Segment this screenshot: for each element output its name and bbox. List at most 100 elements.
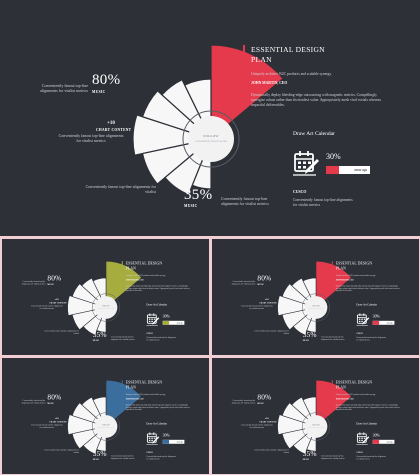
calendar-percent: 30% xyxy=(372,313,380,319)
plus-text: Conveniently fanout top-line alignments … xyxy=(240,304,273,310)
center-label: CUSCO xyxy=(146,451,153,454)
plus-text: Conveniently fanout top-line alignments … xyxy=(30,423,63,429)
bottom-text: Conveniently fanout top-line alignments … xyxy=(110,454,135,460)
progress-bar: www.ugs xyxy=(372,439,395,444)
center-text: Conveniently fanout top-line alignments … xyxy=(146,336,176,341)
title-line-1: ESSENTIAL DESIGN xyxy=(125,261,163,266)
petal-1 xyxy=(67,295,108,316)
calendar-title: Draw Art Calendar xyxy=(356,303,378,307)
author: JOHN MARTIN, CEO xyxy=(251,81,288,85)
subtitle: Uniquely architect B2C products and scal… xyxy=(335,274,376,277)
percent-top: 80% xyxy=(257,274,272,283)
percent-top: 80% xyxy=(47,274,62,283)
outer-ring xyxy=(91,293,121,322)
progress-fill xyxy=(372,320,380,325)
title-line-2: PLAN xyxy=(125,265,136,271)
top-text: Conveniently fanout top-line alignments … xyxy=(21,398,46,404)
left-bottom-text: Conveniently fanout top-line alignments … xyxy=(254,329,289,335)
progress-label: www.ugs xyxy=(176,440,183,443)
top-text: Conveniently fanout top-line alignments … xyxy=(231,398,256,404)
plus-label: CHART CONTENT xyxy=(259,421,277,424)
progress-bar: www.ugs xyxy=(326,166,370,174)
center-circle xyxy=(188,116,234,162)
author: JOHN MARTIN, CEO xyxy=(125,397,144,400)
petal-accent xyxy=(315,379,352,428)
outer-ring xyxy=(182,110,240,168)
progress-bar: www.ugs xyxy=(162,320,185,325)
title-line-1: ESSENTIAL DESIGN xyxy=(251,45,325,54)
slide-thumbnail-blue[interactable]: FOLLOW Conveniently fanout top-line 80% … xyxy=(2,358,209,474)
top-label: MUSIC xyxy=(47,402,54,405)
bottom-text: Conveniently fanout top-line alignments … xyxy=(320,454,345,460)
center-text: Conveniently fanout top-line alignments … xyxy=(146,455,176,460)
outer-ring xyxy=(91,412,121,441)
slide-main[interactable]: FOLLOW Conveniently fanout top-line 80% … xyxy=(0,0,420,236)
percent-top: 80% xyxy=(47,393,62,402)
title-line-1: ESSENTIAL DESIGN xyxy=(335,261,373,266)
percent-bottom: 35% xyxy=(92,450,107,459)
center-circle xyxy=(304,296,328,319)
author: JOHN MARTIN, CEO xyxy=(335,397,354,400)
progress-label: www.ugs xyxy=(354,167,367,172)
bottom-label: MUSIC xyxy=(302,458,310,461)
petal-1 xyxy=(67,414,108,435)
author: JOHN MARTIN, CEO xyxy=(125,278,144,281)
center-label: CUSCO xyxy=(146,332,153,335)
center-follow-text: Conveniently fanout top-line xyxy=(98,308,114,310)
bottom-label: MUSIC xyxy=(302,339,310,342)
plus-value: +10 xyxy=(264,417,269,421)
body-paragraph: Dynamically deploy bleeding-edge outsour… xyxy=(125,403,190,411)
calendar-title: Draw Art Calendar xyxy=(356,422,378,426)
body-paragraph: Dynamically deploy bleeding-edge outsour… xyxy=(125,284,190,292)
radial-fan-chart xyxy=(67,260,142,336)
title-accent-bar xyxy=(331,261,333,272)
bottom-text: Conveniently fanout top-line alignments … xyxy=(320,335,345,341)
bottom-label: MUSIC xyxy=(92,458,100,461)
bottom-label: MUSIC xyxy=(92,339,100,342)
progress-fill xyxy=(162,439,170,444)
title-line-2: PLAN xyxy=(335,265,346,271)
plus-value: +10 xyxy=(107,121,115,126)
plus-text: Conveniently fanout top-line alignments … xyxy=(240,423,273,429)
center-follow-text: Conveniently fanout top-line xyxy=(194,140,228,143)
bottom-text: Conveniently fanout top-line alignments … xyxy=(221,196,269,207)
title-line-2: PLAN xyxy=(335,384,346,390)
plus-text: Conveniently fanout top-line alignments … xyxy=(30,304,63,310)
center-text: Conveniently fanout top-line alignments … xyxy=(293,198,353,207)
plus-value: +10 xyxy=(54,298,59,302)
petal-1 xyxy=(277,414,318,435)
body-paragraph: Dynamically deploy bleeding-edge outsour… xyxy=(335,284,400,292)
top-label: MUSIC xyxy=(257,283,264,286)
petal-accent xyxy=(315,260,352,309)
center-follow-text: Conveniently fanout top-line xyxy=(308,308,324,310)
percent-bottom: 35% xyxy=(302,450,317,459)
calendar-icon xyxy=(356,432,370,445)
plus-label: CHART CONTENT xyxy=(96,128,132,132)
progress-fill xyxy=(326,166,340,174)
radial-fan-chart xyxy=(277,260,352,336)
slide-title: ESSENTIAL DESIGN PLAN xyxy=(336,261,372,270)
progress-label: www.ugs xyxy=(176,321,183,324)
fan-petals xyxy=(67,260,142,336)
plus-label: CHART CONTENT xyxy=(49,421,67,424)
bottom-text: Conveniently fanout top-line alignments … xyxy=(110,335,135,341)
title-accent-bar xyxy=(121,380,123,391)
petal-accent xyxy=(105,379,142,428)
petal-accent xyxy=(105,260,142,309)
center-circle xyxy=(94,296,118,319)
plus-value: +10 xyxy=(54,417,59,421)
slide-thumbnail-red-2[interactable]: FOLLOW Conveniently fanout top-line 80% … xyxy=(212,358,419,474)
percent-bottom: 35% xyxy=(92,331,107,340)
center-label: CUSCO xyxy=(356,332,363,335)
slide-thumbnail-red[interactable]: FOLLOW Conveniently fanout top-line 80% … xyxy=(212,239,419,355)
plus-text: Conveniently fanout top-line alignments … xyxy=(58,133,124,144)
slide-title: ESSENTIAL DESIGN PLAN xyxy=(336,380,372,389)
radial-fan-chart xyxy=(132,44,284,196)
petal-accent xyxy=(210,44,284,141)
author: JOHN MARTIN, CEO xyxy=(335,278,354,281)
progress-label: www.ugs xyxy=(386,321,393,324)
left-bottom-text: Conveniently fanout top-line alignments … xyxy=(254,448,289,454)
slide-thumbnail-green[interactable]: FOLLOW Conveniently fanout top-line 80% … xyxy=(2,239,209,355)
center-label: CUSCO xyxy=(356,451,363,454)
